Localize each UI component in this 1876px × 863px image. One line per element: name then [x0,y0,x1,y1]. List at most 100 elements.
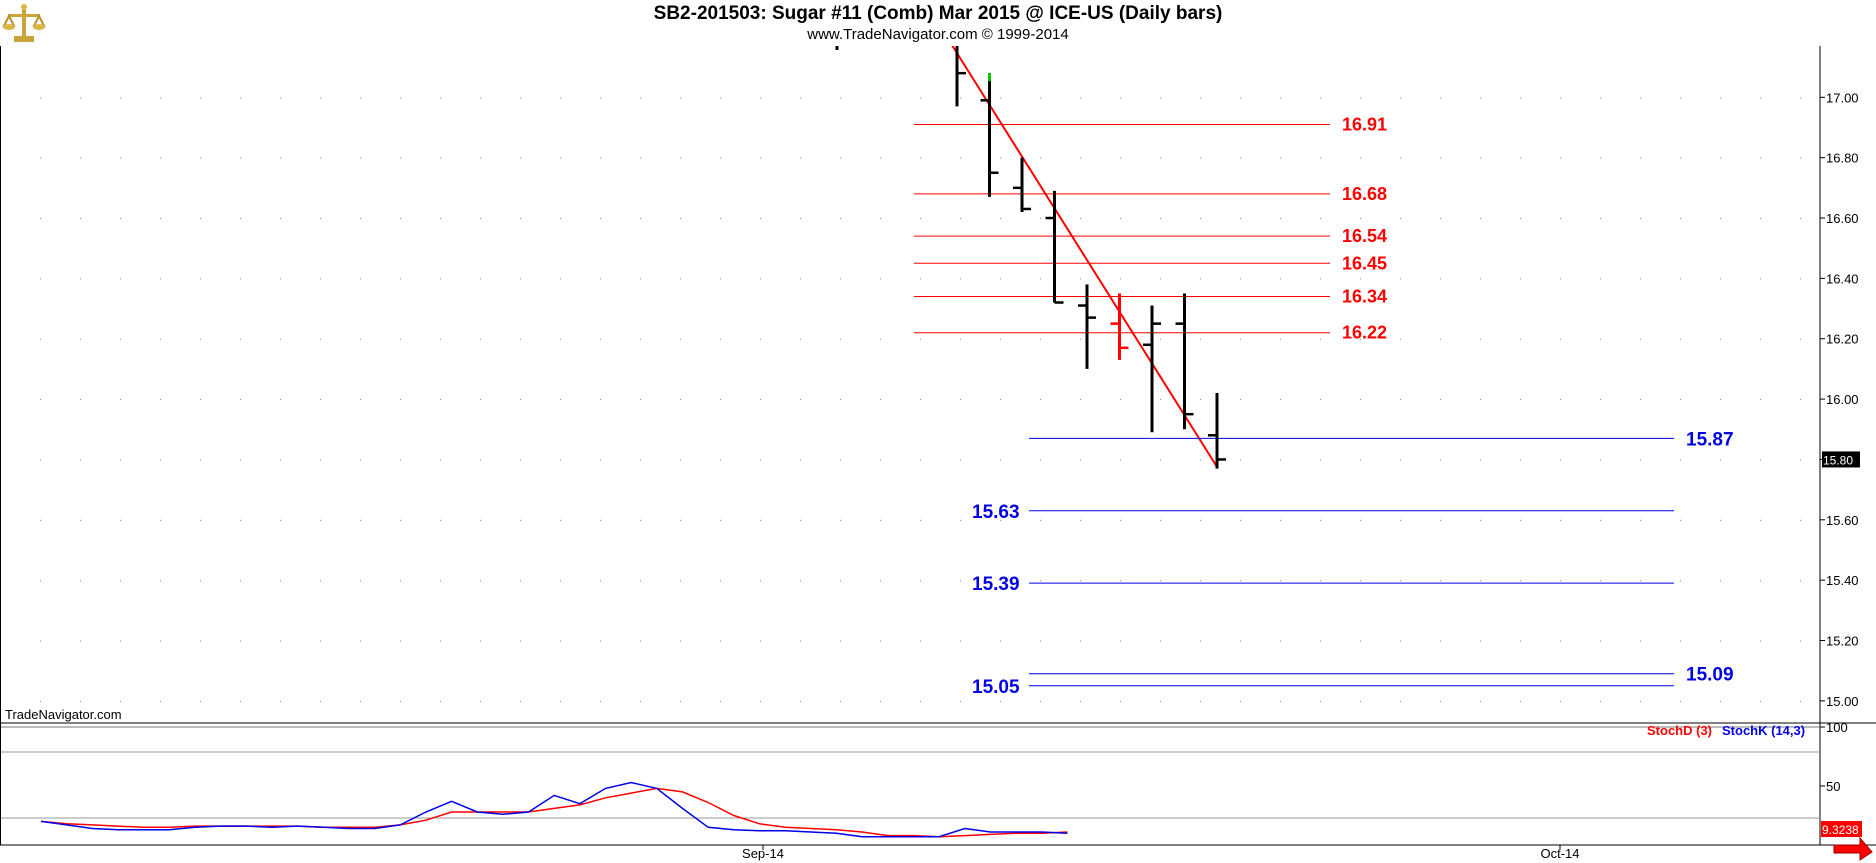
grid-dot [920,157,921,159]
grid-dot [1320,640,1321,642]
blue-level-label: 15.63 [972,502,1020,523]
grid-dot [1560,97,1561,99]
blue-level-label: 15.87 [1686,429,1734,450]
grid-dot [1680,97,1681,99]
grid-dot [1680,157,1681,159]
grid-dot [560,278,561,280]
grid-dot [440,399,441,401]
grid-dot [1480,700,1481,702]
grid-dot [320,218,321,220]
grid-dot [800,399,801,401]
grid-dot [680,640,681,642]
scroll-right-arrow-icon[interactable] [1833,836,1873,861]
grid-dot [1200,700,1201,702]
grid-dot [80,700,81,702]
grid-dot [1520,157,1521,159]
grid-dot [960,459,961,461]
grid-dot [560,640,561,642]
y-tick-label: 15.60 [1826,513,1859,528]
grid-dot [760,399,761,401]
grid-dot [1440,338,1441,340]
grid-dot [880,218,881,220]
grid-dot [1080,519,1081,521]
grid-dot [120,580,121,582]
grid-dot [440,519,441,521]
grid-dot [1120,700,1121,702]
grid-dot [1240,399,1241,401]
grid-dot [960,519,961,521]
grid-dot [1120,459,1121,461]
grid-dot [840,580,841,582]
grid-dot [1600,459,1601,461]
grid-dot [1000,218,1001,220]
grid-dot [1600,278,1601,280]
grid-dot [480,338,481,340]
grid-dot [1360,640,1361,642]
grid-dot [1600,700,1601,702]
grid-dot [40,700,41,702]
grid-dot [800,97,801,99]
grid-dot [120,218,121,220]
stoch-tick-label: 50 [1826,779,1840,794]
grid-dot [1240,700,1241,702]
grid-dot [720,97,721,99]
grid-dot [1520,399,1521,401]
grid-dot [1280,519,1281,521]
grid-dot [760,97,761,99]
grid-dot [520,399,521,401]
grid-dot [1480,580,1481,582]
grid-dot [1760,157,1761,159]
grid-dot [1600,157,1601,159]
grid-dot [760,218,761,220]
grid-dot [440,278,441,280]
grid-dot [1280,218,1281,220]
grid-dot [760,640,761,642]
grid-dot [1640,459,1641,461]
grid-dot [600,97,601,99]
grid-dot [920,399,921,401]
grid-dot [880,459,881,461]
grid-dot [1160,459,1161,461]
grid-dot [720,338,721,340]
grid-dot [1120,97,1121,99]
ohlc-bars [835,36,1226,469]
blue-level-label: 15.09 [1686,665,1734,686]
grid-dot [1080,278,1081,280]
grid-dot [1520,519,1521,521]
grid-dot [680,580,681,582]
grid-dot [320,97,321,99]
grid-dot [320,459,321,461]
ohlc-bar [1013,157,1031,212]
trendline [949,41,1219,470]
grid-dot [80,459,81,461]
ohlc-bar [1045,190,1064,304]
grid-dot [880,399,881,401]
chart-title: SB2-201503: Sugar #11 (Comb) Mar 2015 @ … [653,3,1223,24]
red-level-label: 16.22 [1342,323,1387,343]
grid-dot [760,700,761,702]
grid-dot [1560,157,1561,159]
grid-dot [880,278,881,280]
grid-dot [240,700,241,702]
grid-dot [200,580,201,582]
grid-dot [560,580,561,582]
grid-dot [160,640,161,642]
grid-dot [1000,278,1001,280]
grid-dot [560,157,561,159]
grid-dot [200,97,201,99]
grid-dot [840,519,841,521]
grid-dot [1680,519,1681,521]
grid-dot [280,278,281,280]
grid-dot [680,338,681,340]
grid-dot [960,640,961,642]
grid-dot [600,399,601,401]
grid-dot [680,97,681,99]
ohlc-bar [1143,305,1161,433]
grid-dot [1800,519,1801,521]
grid-dot [680,519,681,521]
grid-dot [1440,700,1441,702]
grid-dot [1320,338,1321,340]
grid-dot [1440,218,1441,220]
grid-dot [840,640,841,642]
